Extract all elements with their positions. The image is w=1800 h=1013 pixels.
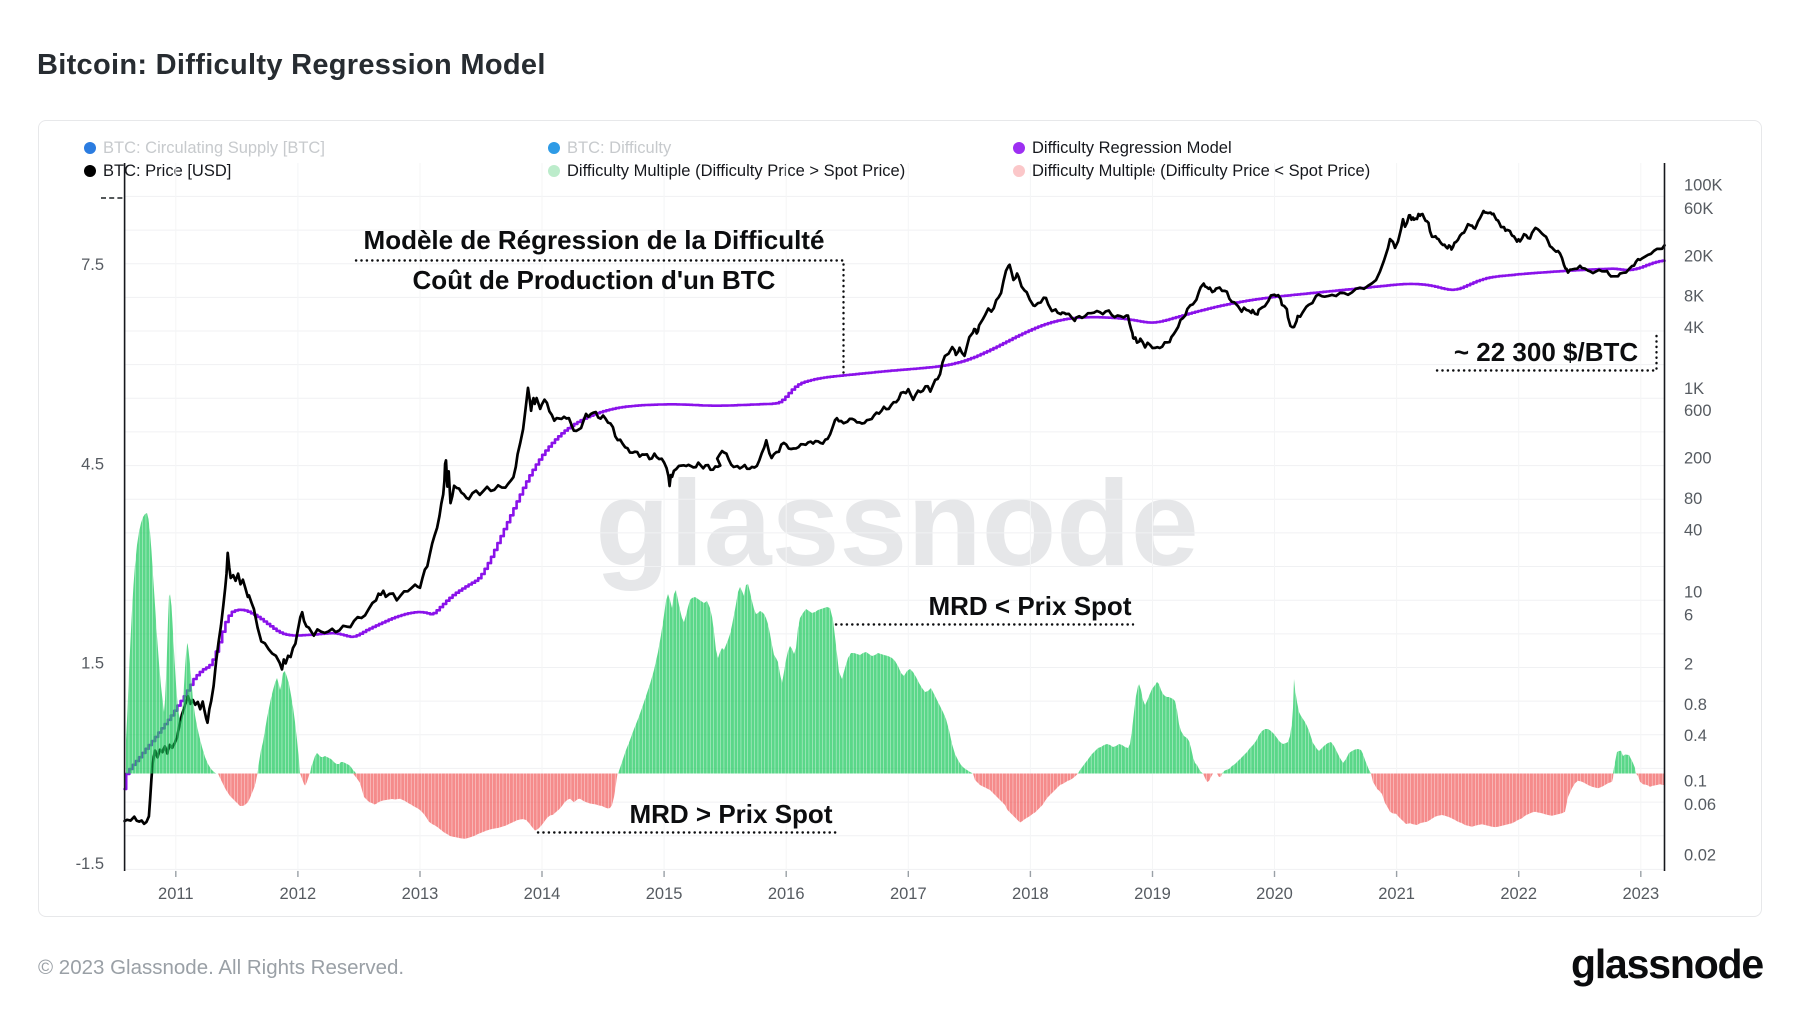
svg-text:8K: 8K: [1684, 287, 1704, 305]
svg-text:2014: 2014: [524, 885, 561, 903]
svg-text:2016: 2016: [768, 885, 805, 903]
svg-text:4K: 4K: [1684, 319, 1704, 337]
svg-text:100K: 100K: [1684, 176, 1723, 194]
svg-text:200: 200: [1684, 450, 1712, 468]
svg-text:2013: 2013: [402, 885, 439, 903]
svg-text:60K: 60K: [1684, 200, 1713, 218]
svg-text:2011: 2011: [158, 885, 193, 903]
svg-text:40: 40: [1684, 521, 1702, 539]
svg-text:0.4: 0.4: [1684, 727, 1707, 745]
svg-text:2022: 2022: [1500, 885, 1537, 903]
svg-text:10: 10: [1684, 584, 1702, 602]
svg-text:Modèle de Régression de la Dif: Modèle de Régression de la Difficulté: [364, 225, 825, 255]
svg-text:2021: 2021: [1378, 885, 1415, 903]
svg-text:7.5: 7.5: [81, 256, 104, 274]
svg-text:2017: 2017: [890, 885, 927, 903]
svg-text:2: 2: [1684, 655, 1693, 673]
svg-text:2023: 2023: [1622, 885, 1659, 903]
svg-text:80: 80: [1684, 490, 1702, 508]
svg-text:Coût de Production d'un BTC: Coût de Production d'un BTC: [413, 265, 776, 295]
svg-text:MRD < Prix Spot: MRD < Prix Spot: [929, 591, 1132, 621]
svg-text:2015: 2015: [646, 885, 683, 903]
svg-text:glassnode: glassnode: [595, 455, 1198, 591]
svg-text:600: 600: [1684, 402, 1712, 420]
svg-text:0.1: 0.1: [1684, 772, 1707, 790]
svg-text:2018: 2018: [1012, 885, 1049, 903]
svg-text:2012: 2012: [280, 885, 317, 903]
svg-text:6: 6: [1684, 607, 1693, 625]
svg-text:20K: 20K: [1684, 247, 1713, 265]
svg-text:-1.5: -1.5: [76, 855, 104, 873]
svg-text:0.8: 0.8: [1684, 696, 1707, 714]
svg-text:~ 22 300 $/BTC: ~ 22 300 $/BTC: [1454, 337, 1638, 367]
svg-text:1.5: 1.5: [81, 655, 104, 673]
svg-text:MRD > Prix Spot: MRD > Prix Spot: [630, 799, 833, 829]
svg-text:0.06: 0.06: [1684, 796, 1716, 814]
svg-text:1K: 1K: [1684, 380, 1704, 398]
svg-text:2020: 2020: [1256, 885, 1293, 903]
svg-text:2019: 2019: [1134, 885, 1171, 903]
svg-text:4.5: 4.5: [81, 456, 104, 474]
svg-text:0.02: 0.02: [1684, 846, 1716, 864]
